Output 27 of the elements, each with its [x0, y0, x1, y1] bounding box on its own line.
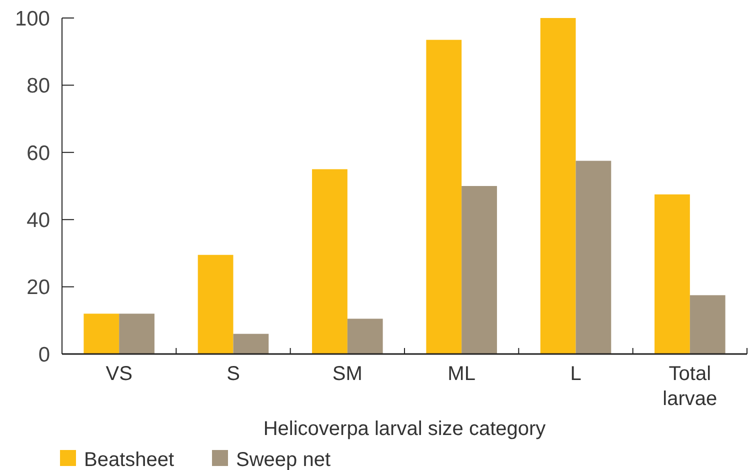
bar — [576, 160, 612, 354]
y-tick-label: 60 — [26, 142, 50, 165]
x-tick-label: S — [226, 363, 240, 385]
bar — [233, 334, 269, 354]
bar — [462, 186, 497, 354]
x-tick-label: ML — [448, 363, 476, 385]
bar — [347, 318, 383, 354]
bar — [654, 194, 690, 354]
y-tick-label: 20 — [26, 276, 50, 300]
x-tick-label: L — [570, 363, 582, 385]
x-tick-label: SM — [332, 363, 362, 385]
bar — [426, 40, 462, 354]
bar — [540, 18, 576, 354]
y-tick-label: 0 — [38, 343, 50, 366]
bar — [119, 314, 154, 354]
bar — [312, 169, 348, 354]
legend-label: Beatsheet — [84, 449, 175, 470]
legend-label: Sweep net — [236, 449, 331, 470]
x-tick-label: VS — [106, 363, 132, 385]
y-tick-label: 80 — [26, 74, 50, 98]
x-tick-label: Total larvae — [662, 363, 718, 410]
bar — [690, 295, 726, 354]
bar — [198, 254, 234, 354]
x-axis-title: Helicoverpa larval size category — [263, 418, 546, 440]
y-tick-label: 100 — [14, 7, 50, 30]
y-tick-label: 40 — [26, 208, 50, 232]
bar — [84, 314, 120, 354]
